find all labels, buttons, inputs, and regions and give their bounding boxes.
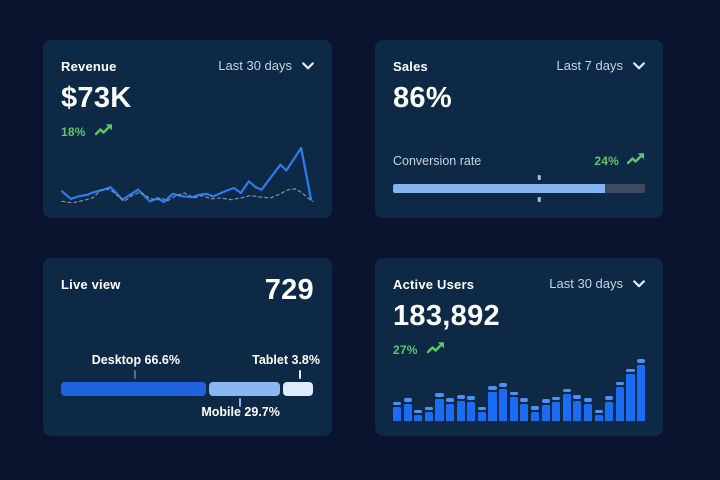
live-view-card: Live view 729 Desktop 66.6% Tablet 3.8% …: [43, 258, 332, 436]
active-users-delta-row: 27%: [393, 341, 645, 359]
active-users-bar-chart: [393, 359, 646, 421]
active-users-card: Active Users Last 30 days 183,892 27%: [375, 258, 663, 436]
chevron-down-icon: [633, 58, 645, 73]
revenue-title: Revenue: [61, 59, 117, 74]
live-view-value: 729: [264, 274, 314, 306]
revenue-line-chart: [61, 143, 314, 203]
user-bar: [573, 395, 582, 421]
conversion-section: Conversion rate 24%: [393, 152, 645, 203]
user-bar: [552, 396, 561, 421]
active-users-title: Active Users: [393, 277, 475, 292]
trending-up-icon: [626, 152, 645, 170]
mobile-tick: [239, 398, 242, 407]
user-bar: [626, 368, 635, 421]
live-view-title: Live view: [61, 277, 121, 292]
user-bar: [477, 406, 486, 421]
desktop-tick: [133, 370, 136, 379]
progress-marker-top: [537, 175, 541, 180]
revenue-period-dropdown[interactable]: Last 30 days: [218, 58, 314, 73]
sales-period-label: Last 7 days: [556, 58, 624, 73]
live-view-card-header: Live view 729: [61, 274, 314, 306]
user-bar: [520, 398, 529, 421]
conversion-rate-label: Conversion rate: [393, 154, 482, 168]
user-bar: [541, 399, 550, 421]
progress-marker-bottom: [537, 197, 541, 202]
user-bar: [530, 406, 540, 421]
sales-card-header: Sales Last 7 days: [393, 56, 645, 74]
user-bar: [615, 381, 624, 421]
progress-fill: [393, 184, 605, 193]
user-bar: [562, 388, 571, 421]
user-bar: [393, 401, 402, 421]
device-stacked-bar: [61, 382, 314, 396]
user-bar: [424, 406, 433, 421]
revenue-card: Revenue Last 30 days $73K 18%: [43, 40, 332, 218]
tablet-share-label: Tablet 3.8%: [252, 353, 320, 367]
user-bar: [414, 409, 423, 421]
conversion-metric-row: Conversion rate 24%: [393, 152, 645, 170]
active-users-delta: 27%: [393, 343, 418, 357]
sales-value: 86%: [393, 82, 452, 114]
sales-title: Sales: [393, 59, 428, 74]
user-bar: [605, 396, 614, 421]
sales-card: Sales Last 7 days 86% Conversion rate 24…: [375, 40, 663, 218]
user-bar: [435, 393, 444, 421]
active-users-card-header: Active Users Last 30 days: [393, 274, 645, 292]
user-bar: [594, 409, 603, 421]
user-bar: [499, 383, 508, 421]
tablet-tick: [298, 370, 301, 379]
segment-tablet: [282, 382, 314, 396]
trending-up-icon: [94, 123, 113, 141]
mobile-share-label: Mobile 29.7%: [201, 405, 280, 419]
conversion-delta-row: 24%: [594, 152, 645, 170]
trending-up-icon: [426, 341, 445, 359]
revenue-delta: 18%: [61, 125, 86, 139]
segment-desktop: [61, 382, 206, 396]
sales-period-dropdown[interactable]: Last 7 days: [557, 58, 646, 73]
conversion-progress-bar: [393, 184, 645, 193]
revenue-period-label: Last 30 days: [218, 58, 292, 73]
segment-mobile: [208, 382, 280, 396]
active-users-value: 183,892: [393, 300, 500, 332]
user-bar: [456, 395, 465, 421]
revenue-value: $73K: [61, 82, 132, 114]
user-bar: [583, 398, 593, 421]
conversion-progress: [393, 175, 645, 202]
chevron-down-icon: [633, 276, 645, 291]
desktop-share-label: Desktop 66.6%: [91, 353, 180, 367]
active-users-period-label: Last 30 days: [549, 276, 623, 291]
device-share-chart: Desktop 66.6% Tablet 3.8% Mobile 29.7%: [61, 353, 320, 421]
user-bar: [467, 396, 476, 421]
user-bar: [446, 398, 455, 421]
conversion-delta: 24%: [594, 154, 619, 168]
user-bar: [509, 391, 518, 421]
user-bar: [637, 359, 646, 421]
user-bar: [488, 386, 497, 421]
active-users-period-dropdown[interactable]: Last 30 days: [549, 276, 645, 291]
user-bar: [403, 398, 412, 421]
revenue-card-header: Revenue Last 30 days: [61, 56, 314, 74]
chevron-down-icon: [302, 58, 314, 73]
revenue-delta-row: 18%: [61, 123, 314, 141]
